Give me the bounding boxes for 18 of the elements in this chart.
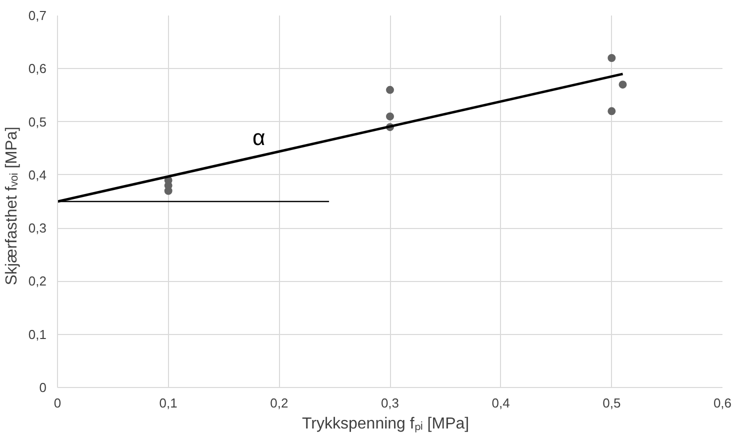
- y-tick-label: 0,7: [28, 8, 47, 23]
- x-tick-label: 0,4: [492, 396, 510, 410]
- y-tick-label: 0,3: [28, 220, 47, 236]
- x-tick-label: 0,2: [270, 396, 288, 410]
- y-tick-label: 0,2: [28, 274, 47, 289]
- x-tick-label: 0,1: [159, 396, 178, 410]
- y-tick-label: 0,4: [28, 167, 47, 182]
- annotation: α: [252, 125, 266, 150]
- x-axis-title: Trykkspenning fₚᵢ [MPa]: [302, 416, 470, 432]
- y-tick-label: 0,1: [28, 326, 47, 342]
- x-tick-label: 0: [54, 396, 62, 410]
- x-tick-label: 0,3: [380, 396, 400, 410]
- x-tick-label: 0,5: [602, 396, 621, 410]
- y-tick-label: 0,6: [28, 61, 47, 76]
- y-tick-label: 0,5: [28, 114, 47, 130]
- y-axis-title: Skjærfasthet fᵥₒᵢ [MPa]: [3, 126, 20, 286]
- x-tick-label: 0,6: [713, 396, 732, 410]
- y-tick-label: 0: [39, 380, 47, 395]
